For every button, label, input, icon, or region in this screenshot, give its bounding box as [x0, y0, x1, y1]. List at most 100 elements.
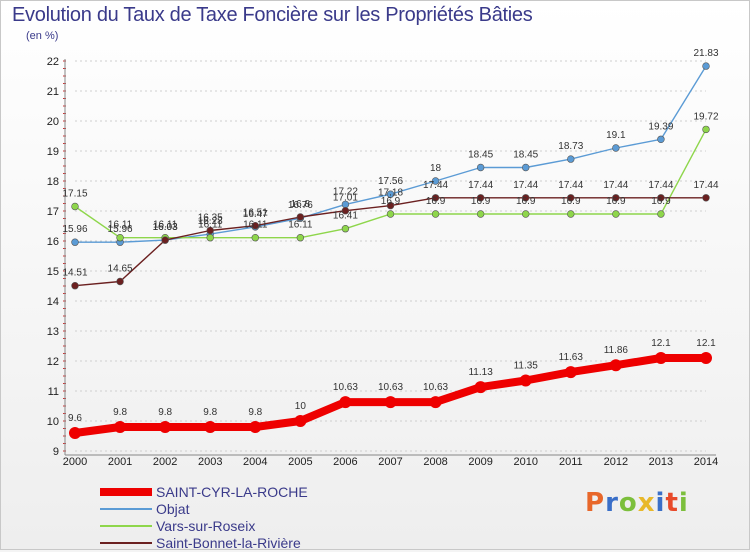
data-label: 16.9	[651, 196, 671, 207]
y-tick-label: 10	[47, 416, 59, 428]
data-label: 9.8	[203, 407, 217, 418]
data-label: 17.22	[333, 186, 358, 197]
data-label: 17.18	[378, 188, 403, 199]
data-label: 16.9	[516, 196, 536, 207]
data-point	[204, 421, 217, 433]
data-point	[341, 225, 350, 233]
data-label: 17.01	[333, 193, 358, 204]
data-label: 16.11	[243, 220, 268, 231]
data-label: 19.72	[693, 111, 718, 122]
data-label: 10.63	[333, 382, 358, 393]
data-label: 16.11	[198, 220, 223, 231]
legend-label: Objat	[156, 501, 190, 517]
data-point	[251, 234, 259, 242]
y-tick-label: 16	[47, 236, 59, 248]
data-point	[341, 207, 350, 215]
data-point	[564, 366, 577, 379]
data-point	[206, 226, 214, 235]
data-point	[251, 222, 259, 230]
data-point	[249, 421, 262, 433]
y-tick-label: 20	[47, 116, 59, 128]
data-point	[384, 396, 397, 409]
data-point	[700, 352, 712, 364]
data-point	[296, 234, 305, 242]
legend-label: Saint-Bonnet-la-Rivière	[156, 535, 301, 551]
data-label: 17.44	[468, 180, 493, 191]
data-label: 17.44	[603, 180, 628, 191]
data-label: 17.44	[513, 180, 538, 191]
data-label: 16.9	[561, 196, 581, 207]
data-point	[206, 234, 214, 242]
data-point	[71, 202, 79, 211]
data-point	[522, 210, 530, 218]
x-tick-label: 2008	[423, 456, 447, 468]
data-point	[294, 415, 307, 427]
data-point	[339, 396, 352, 409]
logo-letter: P	[585, 488, 606, 518]
data-point	[657, 135, 665, 144]
data-point	[474, 381, 487, 394]
data-point	[161, 236, 169, 244]
data-label: 14.51	[62, 268, 87, 279]
data-label: 16.8	[291, 199, 311, 210]
data-point	[702, 125, 710, 134]
x-tick-label: 2003	[198, 456, 222, 468]
data-point	[657, 210, 665, 218]
data-label: 18.73	[558, 141, 583, 152]
data-point	[522, 163, 530, 172]
data-point	[609, 359, 622, 372]
data-label: 17.56	[378, 176, 403, 187]
logo-letter: x	[637, 488, 656, 518]
data-label: 9.6	[68, 413, 82, 424]
data-label: 9.8	[113, 407, 127, 418]
data-point	[386, 201, 395, 210]
data-point	[702, 62, 710, 70]
legend-label: Vars-sur-Roseix	[156, 518, 256, 534]
data-label: 19.39	[648, 121, 673, 132]
legend-swatch	[100, 508, 152, 510]
series-line	[74, 354, 706, 437]
data-point	[429, 396, 442, 409]
data-label: 16.47	[243, 209, 268, 220]
data-label: 16.35	[198, 213, 223, 224]
y-tick-label: 9	[53, 446, 59, 458]
x-tick-label: 2012	[604, 456, 628, 468]
data-point	[386, 210, 395, 218]
logo-letter: o	[618, 488, 638, 518]
x-tick-label: 2009	[468, 456, 492, 468]
x-tick-label: 2001	[108, 456, 132, 468]
y-tick-label: 18	[47, 176, 59, 188]
data-label: 16.51	[243, 208, 268, 219]
y-tick-label: 21	[47, 86, 59, 98]
y-tick-label: 12	[47, 356, 59, 368]
data-point	[476, 210, 485, 218]
data-label: 11.35	[514, 361, 539, 372]
data-label: 18	[430, 163, 442, 174]
x-tick-label: 2010	[513, 456, 537, 468]
data-label: 12.1	[651, 338, 671, 349]
data-point	[657, 194, 665, 202]
x-tick-label: 2013	[649, 456, 673, 468]
data-label: 9.8	[158, 407, 172, 418]
x-tick-label: 2005	[288, 456, 312, 468]
data-label: 10.63	[378, 382, 403, 393]
data-label: 21.83	[693, 48, 718, 59]
data-point	[612, 144, 620, 152]
data-point	[519, 374, 532, 387]
data-point	[522, 194, 530, 202]
y-tick-label: 14	[47, 296, 59, 308]
x-tick-label: 2007	[378, 456, 402, 468]
data-point	[69, 427, 81, 439]
legend-label: SAINT-CYR-LA-ROCHE	[156, 484, 308, 500]
data-label: 16.11	[108, 220, 133, 231]
data-label: 17.44	[648, 180, 673, 191]
data-point	[476, 194, 485, 202]
data-label: 16.23	[198, 216, 223, 227]
data-label: 11.86	[604, 345, 629, 356]
y-tick-label: 22	[47, 56, 59, 68]
x-tick-label: 2014	[694, 456, 718, 468]
data-label: 16.9	[426, 196, 446, 207]
data-label: 16.9	[381, 196, 401, 207]
data-point	[114, 421, 127, 433]
